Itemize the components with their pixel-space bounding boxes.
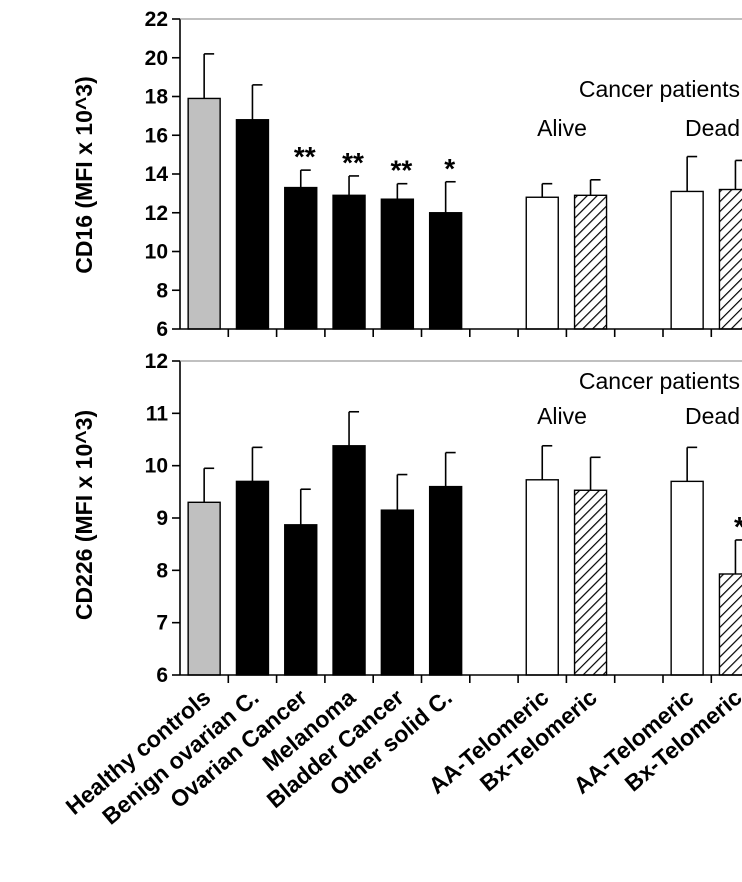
cd16-alive-label: Alive	[537, 115, 587, 141]
cd226-bars	[187, 445, 742, 676]
cd16-significance-marks: ** ** ** *	[294, 141, 455, 186]
cd16-y-tick-label: 6	[156, 318, 168, 341]
cd16-y-tick-label: 12	[145, 202, 168, 225]
cd226-significance-marks: *	[734, 511, 742, 542]
cd16-bar-9-aa-telomeric	[670, 190, 704, 330]
cd226-y-tick-label: 9	[156, 507, 168, 530]
cd226-alive-label: Alive	[537, 403, 587, 429]
cd226-bar-2-benign-ovarian-c	[235, 480, 270, 676]
cd226-bar-10-bx-telomeric	[718, 573, 742, 676]
cd16-cancer-patients-label: Cancer patients	[579, 76, 740, 102]
cd16-y-tick-label: 18	[145, 86, 169, 109]
cd226-bar-4-melanoma	[332, 445, 366, 676]
cd16-y-tick-label: 22	[145, 8, 168, 31]
cd16-bar-3-ovarian-cancer	[284, 186, 318, 330]
cd16-significance-4: **	[342, 147, 364, 178]
cd226-y-axis-label: CD226 (MFI x 10^3)	[71, 410, 97, 620]
cd16-y-ticks: 6 8 10 12 14 16 18 20 22	[145, 8, 180, 341]
cd226-y-ticks: 6 7 8 9 10 11 12	[145, 350, 180, 687]
cd16-y-tick-label: 14	[145, 163, 169, 186]
cd226-bar-3-ovarian-cancer	[284, 524, 318, 676]
cd226-bar-6-other-solid-c	[428, 485, 463, 676]
cd16-bar-5-bladder-cancer	[380, 198, 415, 330]
cd226-dead-label: Dead	[685, 403, 740, 429]
cd226-y-tick-label: 12	[145, 350, 168, 373]
cd226-y-tick-label: 8	[156, 559, 168, 582]
cd226-cancer-patients-label: Cancer patients	[579, 368, 740, 394]
cd226-bar-7-aa-telomeric	[525, 479, 559, 676]
cd16-bar-7-aa-telomeric	[525, 196, 559, 330]
cd16-panel: CD16 (MFI x 10^3) ** ** ** * 68101214161820…	[71, 8, 742, 341]
cd16-y-tick-label: 20	[145, 47, 168, 70]
cd16-bar-6-other-solid-c	[428, 212, 463, 330]
cd226-significance-10: *	[734, 511, 742, 542]
cd16-bar-10-bx-telomeric	[718, 188, 742, 330]
cd16-significance-3: **	[294, 141, 316, 172]
cd16-bar-4-melanoma	[332, 194, 366, 330]
cd226-bar-5-bladder-cancer	[380, 509, 415, 676]
cd16-bar-2-benign-ovarian-c	[235, 119, 270, 330]
cd226-y-tick-label: 6	[156, 664, 168, 687]
cd226-panel: CD226 (MFI x 10^3) * 6 7 8 9 10 11 12 Cancer p…	[71, 350, 742, 687]
cd16-dead-label: Dead	[685, 115, 740, 141]
cd226-y-tick-label: 7	[156, 612, 168, 635]
cd16-significance-6: *	[444, 153, 455, 184]
cd16-bars	[187, 97, 742, 330]
cd16-bar-1-healthy-controls	[187, 97, 221, 330]
cd16-error-bars	[203, 53, 742, 213]
cd16-significance-5: **	[390, 155, 412, 186]
cd226-y-tick-label: 10	[145, 455, 168, 478]
cd16-y-axis-label: CD16 (MFI x 10^3)	[71, 76, 97, 274]
cd16-y-tick-label: 16	[145, 124, 168, 147]
cd226-bar-1-healthy-controls	[187, 501, 221, 676]
cd16-y-tick-label: 8	[156, 279, 168, 302]
cd226-error-bars	[203, 410, 742, 574]
cd226-bar-9-aa-telomeric	[670, 480, 704, 676]
cd226-bar-8-bx-telomeric	[573, 489, 608, 676]
cd16-bar-8-bx-telomeric	[573, 194, 608, 330]
cd16-y-tick-label: 10	[145, 241, 168, 264]
cd226-y-tick-label: 11	[146, 402, 169, 425]
